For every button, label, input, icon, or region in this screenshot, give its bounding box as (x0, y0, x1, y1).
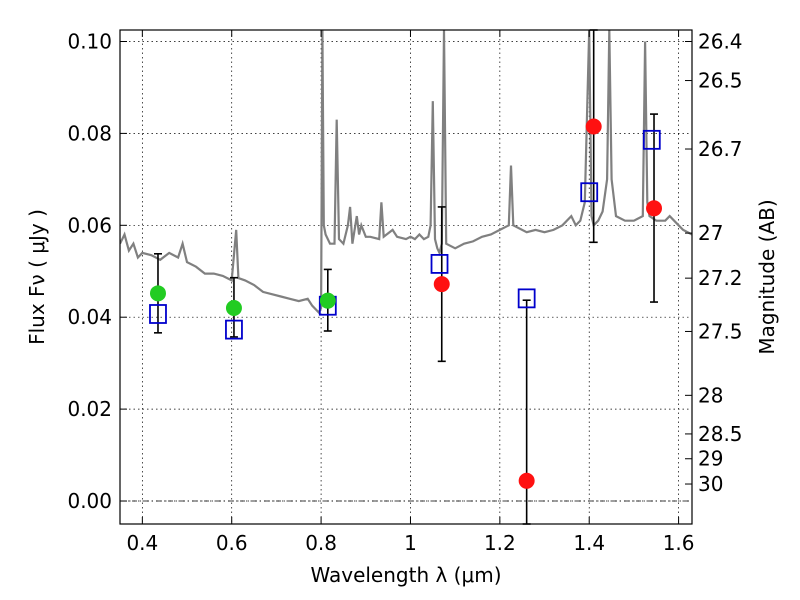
square-marker (517, 288, 536, 309)
y-tick-label: 0.06 (67, 213, 112, 237)
spectrum-line (120, 30, 692, 315)
x-axis-title: Wavelength λ (μm) (310, 563, 501, 587)
y-left-axis-title: Flux Fν ( μJy ) (25, 209, 49, 345)
magnitude-tick-label: 26.4 (698, 29, 743, 53)
circle-marker (225, 300, 242, 317)
magnitude-tick-label: 27 (698, 221, 723, 245)
circle-marker (646, 200, 663, 217)
model-spectrum (120, 30, 692, 315)
x-tick-label: 0.6 (216, 531, 248, 555)
square-marker (225, 319, 243, 340)
y-tick-label: 0.08 (67, 121, 112, 145)
y-tick-label: 0.02 (67, 397, 112, 421)
circle-marker (585, 118, 602, 135)
x-tick-label: 1 (404, 531, 417, 555)
magnitude-tick-label: 28 (698, 383, 723, 407)
data-markers (149, 118, 663, 489)
magnitude-tick-label: 29 (698, 447, 723, 471)
square-marker (580, 182, 599, 203)
circle-marker (149, 285, 166, 302)
y-left-tick-labels: 0.00 0.02 0.04 0.06 0.08 0.10 (67, 29, 112, 513)
magnitude-tick-label: 27.5 (698, 319, 743, 343)
square-marker (430, 254, 449, 274)
x-tick-label: 0.8 (305, 531, 337, 555)
magnitude-tick-label: 26.5 (698, 69, 743, 93)
x-tick-label: 1.6 (663, 531, 695, 555)
circle-marker (518, 472, 535, 489)
circle-marker (319, 292, 336, 309)
circle-marker (433, 276, 450, 293)
square-marker (642, 129, 661, 150)
axis-ticks (120, 30, 692, 524)
y-tick-label: 0.00 (67, 489, 112, 513)
plot-frame (119, 29, 693, 525)
y-right-axis-title: Magnitude (AB) (755, 199, 779, 354)
square-marker (149, 304, 167, 324)
x-tick-labels: 0.4 0.6 0.8 1 1.2 1.4 1.6 (126, 531, 694, 555)
magnitude-tick-label: 28.5 (698, 422, 743, 446)
magnitude-tick-label: 27.2 (698, 266, 743, 290)
magnitude-tick-label: 26.7 (698, 137, 743, 161)
x-tick-label: 1.2 (484, 531, 516, 555)
y-tick-label: 0.04 (67, 305, 112, 329)
y-tick-label: 0.10 (67, 29, 112, 53)
x-tick-label: 0.4 (126, 531, 158, 555)
plot-area (120, 30, 692, 524)
x-tick-label: 1.4 (573, 531, 605, 555)
magnitude-tick-label: 30 (698, 472, 723, 496)
